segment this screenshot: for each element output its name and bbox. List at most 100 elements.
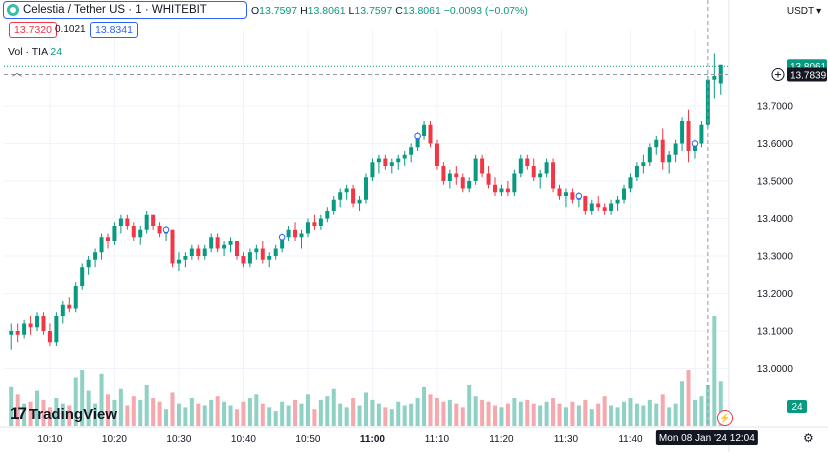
volume-bar xyxy=(189,398,194,426)
volume-bar xyxy=(312,409,317,426)
candle-body xyxy=(60,304,65,316)
time-tick-label: 10:10 xyxy=(37,434,62,445)
candle-body xyxy=(460,177,465,189)
volume-bar xyxy=(170,392,175,426)
signal-marker xyxy=(162,226,170,234)
celestia-logo-icon xyxy=(7,4,19,16)
volume-bar xyxy=(699,396,704,426)
time-axis[interactable]: 10:10 10:20 10:30 10:40 10:50 11:00 11:10 11:20… xyxy=(37,430,758,445)
volume-bar xyxy=(35,390,40,426)
candle-body xyxy=(67,304,72,309)
candle-body xyxy=(99,237,104,253)
candle-body xyxy=(428,124,433,144)
volume-bar xyxy=(512,398,517,426)
price-tick-label: 13.4000 xyxy=(757,214,794,225)
candle-body xyxy=(131,226,136,238)
tradingview-logo[interactable]: 17 TradingView xyxy=(10,404,117,424)
ohlc-open-value: 13.7597 xyxy=(259,5,298,17)
time-tick-label: 10:50 xyxy=(295,434,320,445)
volume-bar xyxy=(138,399,143,426)
candle-body xyxy=(680,121,685,144)
time-tick-label: 10:30 xyxy=(166,434,191,445)
chevron-down-icon: ▾ xyxy=(816,5,822,17)
lightning-icon[interactable]: ⚡ xyxy=(717,410,733,426)
volume-bar xyxy=(318,399,323,426)
candle-body xyxy=(641,162,646,166)
volume-bar xyxy=(396,401,401,426)
candle-body xyxy=(280,237,285,249)
candle-body xyxy=(505,188,510,193)
candle-body xyxy=(196,248,201,256)
candle-body xyxy=(551,162,556,189)
candle-body xyxy=(364,177,368,200)
volume-bar xyxy=(196,403,201,426)
volume-bar xyxy=(673,403,678,426)
volume-bar xyxy=(622,401,627,426)
crosshair-time-tag xyxy=(655,430,758,445)
volume-bar xyxy=(505,403,510,426)
volume-bar xyxy=(15,394,20,426)
volume-value-tag xyxy=(787,400,807,413)
volume-bar xyxy=(570,401,575,426)
candle-body xyxy=(344,188,349,193)
volume-bar xyxy=(473,396,478,426)
candle-body xyxy=(286,229,291,238)
volume-bar xyxy=(125,405,130,426)
volume-bar xyxy=(376,403,381,426)
time-tick-label: 11:40 xyxy=(618,434,643,445)
volume-bar xyxy=(531,403,536,426)
candle-body xyxy=(686,121,691,151)
gear-icon[interactable]: ⚙ xyxy=(803,431,814,445)
candle-body xyxy=(105,237,110,241)
candle-body xyxy=(318,218,323,226)
volume-bar xyxy=(260,403,265,426)
volume-bar xyxy=(434,398,439,426)
candle-body xyxy=(538,173,543,178)
candle-body xyxy=(112,226,117,241)
candle-body xyxy=(531,166,536,178)
signal-marker xyxy=(414,132,421,140)
sell-button[interactable]: 13.7320 xyxy=(9,22,57,38)
ohlc-close-key: C xyxy=(395,5,403,17)
volume-bar xyxy=(589,409,594,426)
candle-body xyxy=(673,143,678,155)
candle-body xyxy=(602,207,607,211)
volume-bar xyxy=(467,384,472,426)
time-tick-label: 11:20 xyxy=(489,434,514,445)
candle-body xyxy=(202,248,207,256)
candle-body xyxy=(234,241,239,256)
candle-body xyxy=(54,316,59,343)
tradingview-mark-icon: 17 xyxy=(10,404,27,423)
volume-bar xyxy=(551,398,556,426)
candle-body xyxy=(357,199,362,204)
volume-bar xyxy=(692,399,697,426)
volume-bar xyxy=(544,401,549,426)
volume-bar xyxy=(447,399,452,426)
candle-body xyxy=(28,323,33,328)
volume-bar xyxy=(602,396,607,426)
volume-bar xyxy=(164,409,169,426)
volume-bar xyxy=(131,396,136,426)
symbol-title: Celestia / Tether US · 1 · WHITEBIT xyxy=(23,4,207,16)
price-axis[interactable]: 13.7000 13.6000 13.5000 13.4000 13.3000 13.20… xyxy=(757,59,827,413)
candle-body xyxy=(338,192,343,200)
volume-bar xyxy=(647,399,652,426)
volume-bar xyxy=(557,403,562,426)
currency-selector[interactable]: USDT ▾ xyxy=(784,2,824,20)
candle-body xyxy=(383,158,388,166)
collapse-legend-icon[interactable]: ︿ xyxy=(12,68,22,79)
volume-bar xyxy=(241,401,246,426)
symbol-selector[interactable]: Celestia / Tether US · 1 · WHITEBIT xyxy=(3,1,247,19)
buy-button[interactable]: 13.8341 xyxy=(90,22,138,38)
candle-body xyxy=(222,244,227,249)
volume-bar xyxy=(93,403,98,426)
price-tick-label: 13.0000 xyxy=(757,364,794,375)
volume-bar xyxy=(667,407,672,426)
volume-bar xyxy=(99,373,104,426)
volume-bar xyxy=(518,401,523,426)
candle-body xyxy=(305,222,310,234)
volume-legend[interactable]: Vol · TIA 24 xyxy=(8,46,62,58)
candle-body xyxy=(692,143,697,151)
